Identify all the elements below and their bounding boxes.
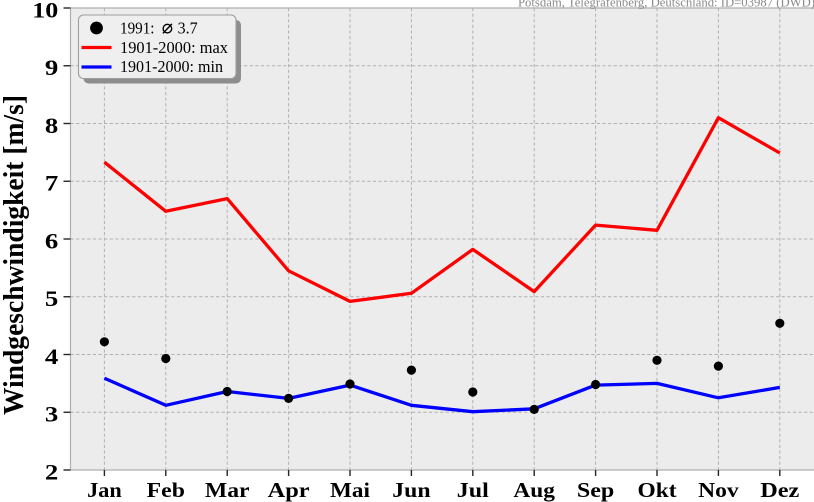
- svg-text:Nov: Nov: [698, 478, 739, 502]
- svg-text:Windgeschwindigkeit [m/s]: Windgeschwindigkeit [m/s]: [0, 95, 30, 415]
- svg-text:Apr: Apr: [268, 478, 311, 502]
- svg-text:6: 6: [45, 228, 58, 253]
- svg-text:Feb: Feb: [147, 478, 185, 502]
- svg-text:1901-2000: max: 1901-2000: max: [120, 38, 229, 57]
- svg-text:4: 4: [45, 344, 58, 369]
- svg-text:Potsdam, Telegrafenberg, Deuts: Potsdam, Telegrafenberg, Deutschland: ID…: [518, 0, 814, 10]
- svg-text:1991:: 1991:: [120, 19, 155, 38]
- svg-text:3: 3: [45, 402, 58, 427]
- svg-text:1901-2000: min: 1901-2000: min: [120, 57, 223, 76]
- svg-text:5: 5: [45, 286, 58, 311]
- svg-text:8: 8: [45, 113, 58, 138]
- svg-text:Mai: Mai: [330, 478, 370, 502]
- svg-text:7: 7: [45, 171, 58, 196]
- svg-text:Dez: Dez: [760, 478, 800, 502]
- svg-text:10: 10: [32, 0, 58, 22]
- svg-text:Sep: Sep: [577, 478, 614, 502]
- svg-text:2: 2: [45, 459, 58, 484]
- svg-text:Aug: Aug: [513, 478, 555, 502]
- svg-text:Mar: Mar: [205, 478, 250, 502]
- svg-text:Jan: Jan: [87, 478, 122, 502]
- svg-text:Okt: Okt: [638, 478, 678, 502]
- svg-text:Jun: Jun: [392, 478, 430, 502]
- svg-text:9: 9: [45, 55, 58, 80]
- svg-text:Jul: Jul: [457, 478, 489, 502]
- svg-text:3.7: 3.7: [178, 19, 198, 38]
